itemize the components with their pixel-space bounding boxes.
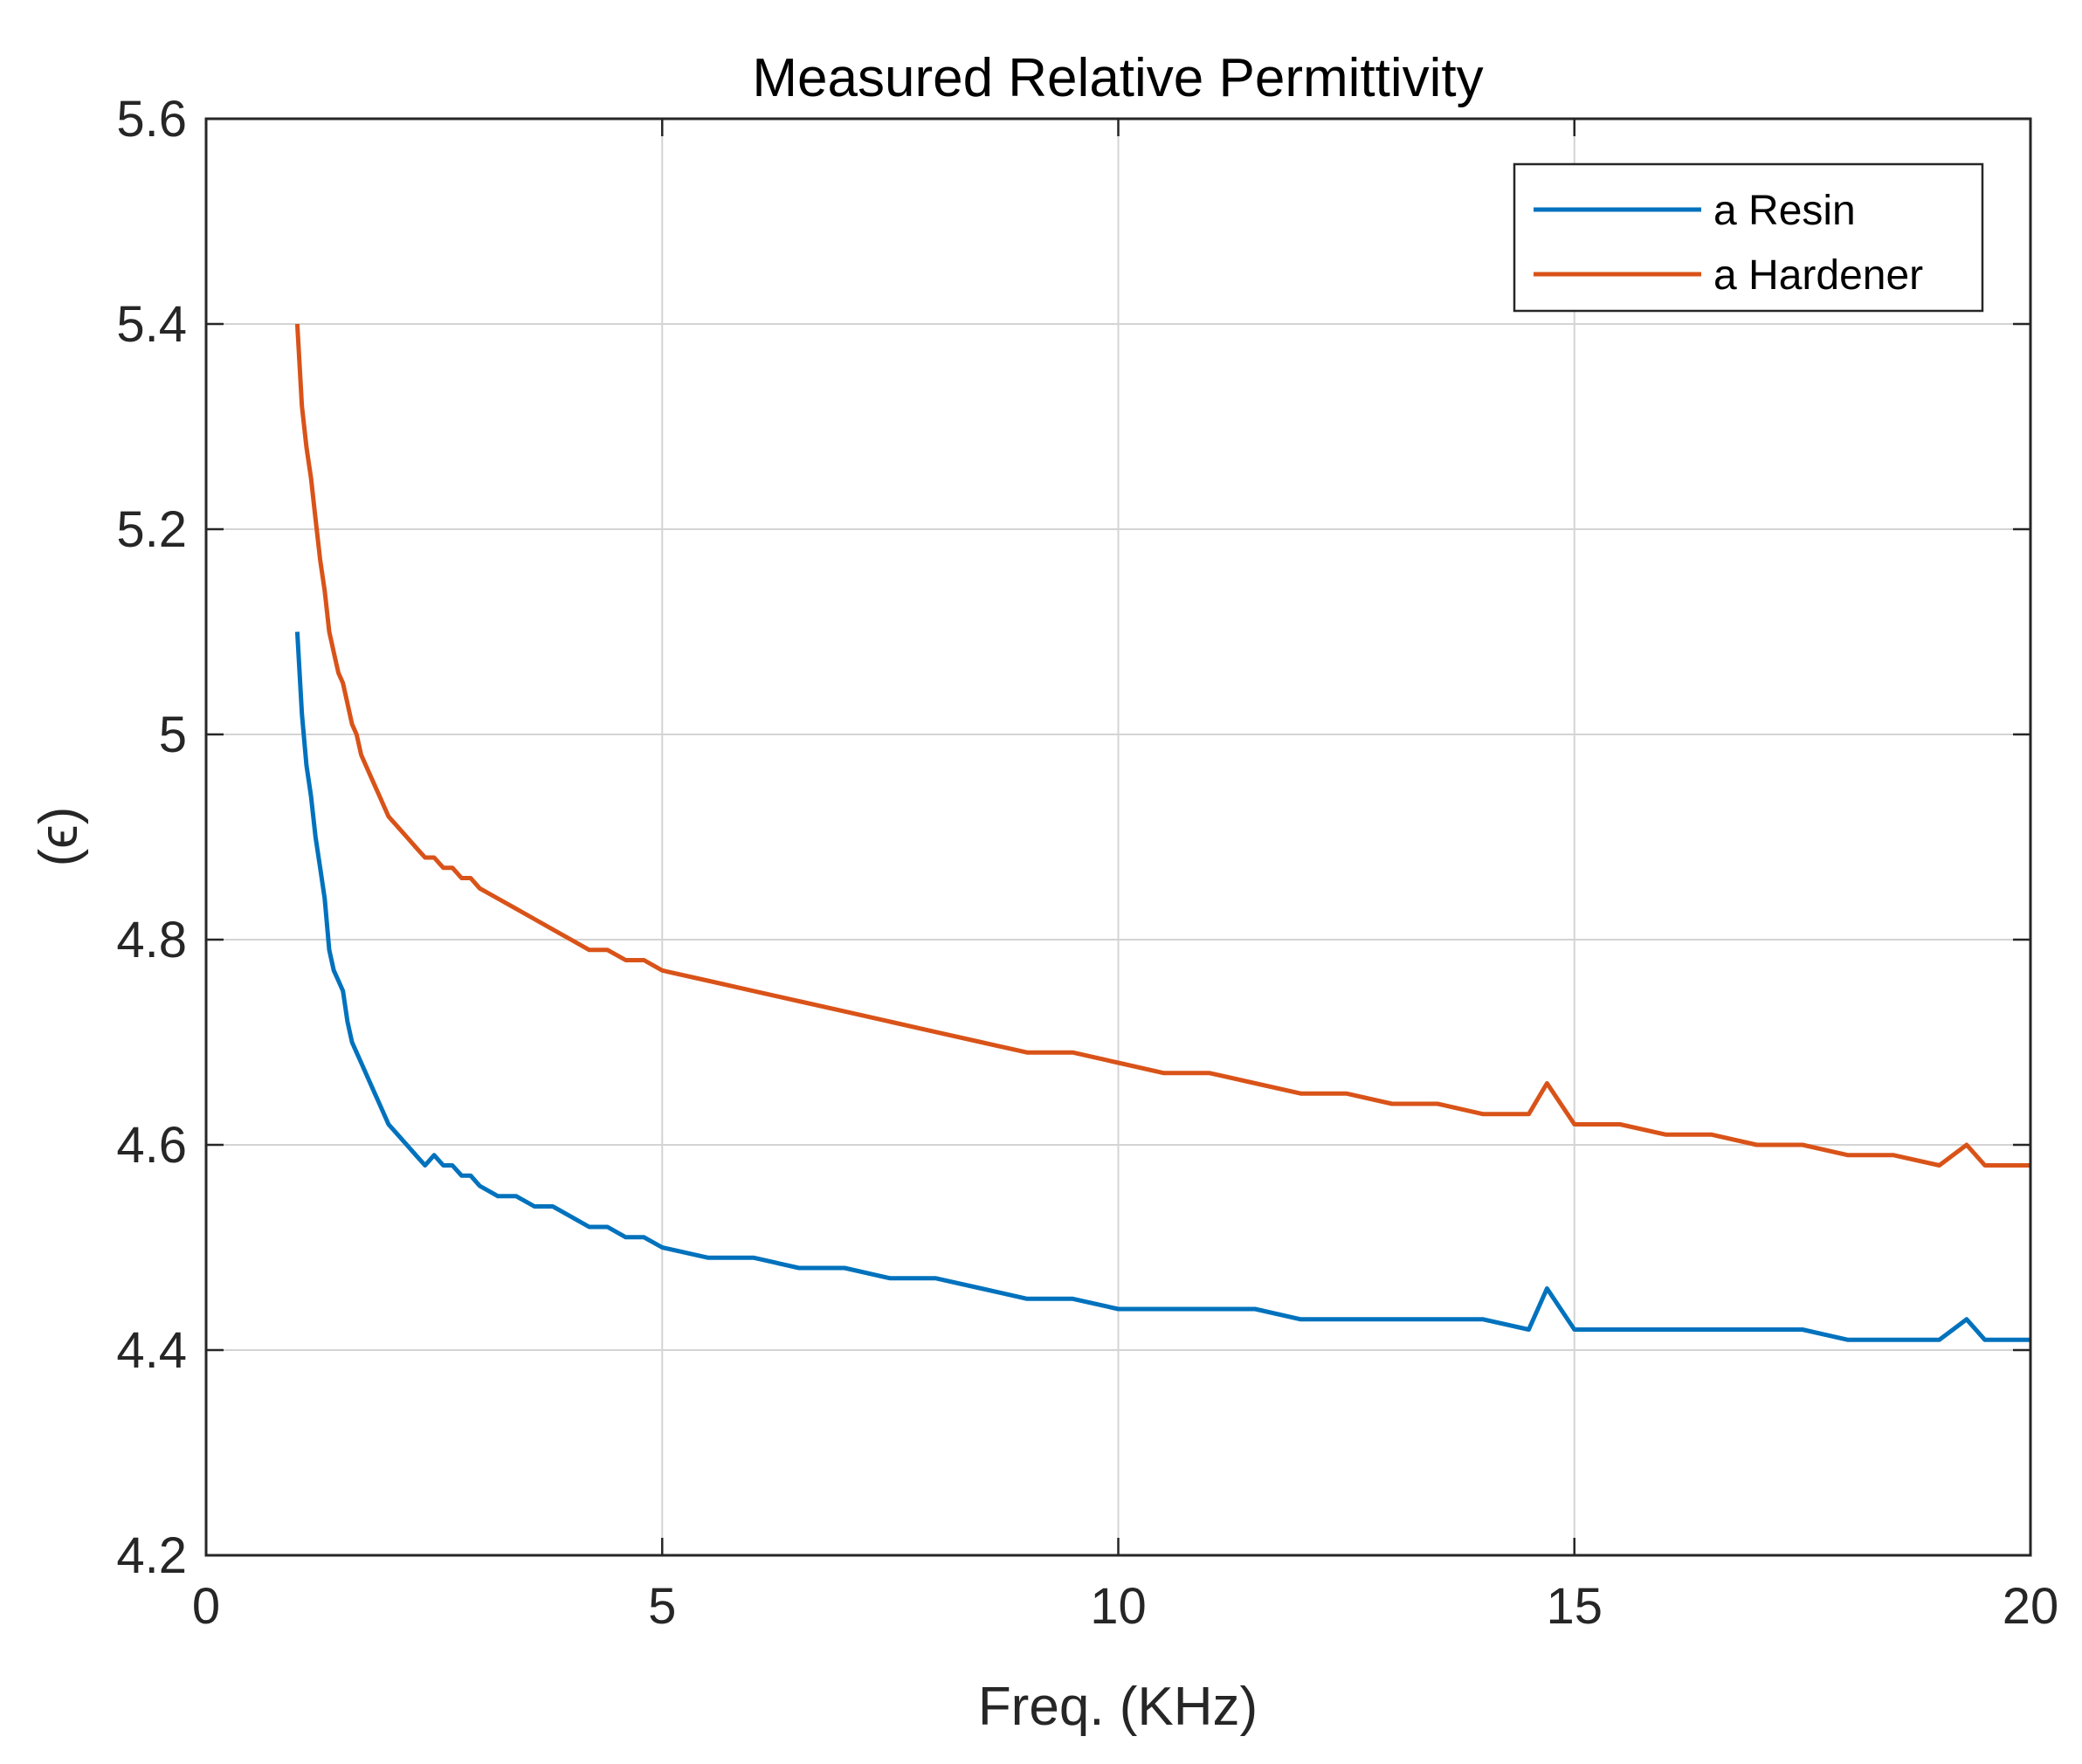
y-tick-label: 4.2: [116, 1527, 187, 1584]
y-tick-label: 5.2: [116, 501, 187, 558]
x-tick-label: 15: [1546, 1578, 1603, 1635]
legend-label-hardener: a Hardener: [1713, 252, 1923, 299]
x-tick-label: 0: [192, 1578, 220, 1635]
x-tick-label: 5: [648, 1578, 676, 1635]
ticks: [204, 117, 2032, 1557]
x-axis-label: Freq. (KHz): [978, 1677, 1258, 1737]
y-tick-label: 4.4: [116, 1322, 187, 1379]
x-tick-label: 10: [1090, 1578, 1147, 1635]
series-line-a-hardener: [294, 323, 2030, 1168]
x-tick-labels: 0 5 10 15 20: [192, 1578, 2058, 1635]
x-tick-label: 20: [2003, 1578, 2059, 1635]
y-tick-label: 4.6: [116, 1117, 187, 1174]
legend-label-resin: a Resin: [1713, 188, 1856, 234]
chart-title: Measured Relative Permittivity: [752, 48, 1483, 108]
y-tick-label: 5.6: [116, 91, 187, 148]
y-tick-label: 4.8: [116, 912, 187, 968]
y-axis-label: (ϵ): [29, 807, 89, 867]
legend-box: [1513, 162, 1984, 313]
y-tick-label: 5.4: [116, 296, 187, 353]
legend: a Resin a Hardener: [1513, 162, 1984, 313]
y-tick-labels: 4.2 4.4 4.6 4.8 5 5.2 5.4 5.6: [116, 91, 187, 1584]
series-line-a-resin: [294, 631, 2030, 1342]
series-group: [294, 323, 2030, 1342]
y-tick-label: 5: [159, 706, 187, 763]
